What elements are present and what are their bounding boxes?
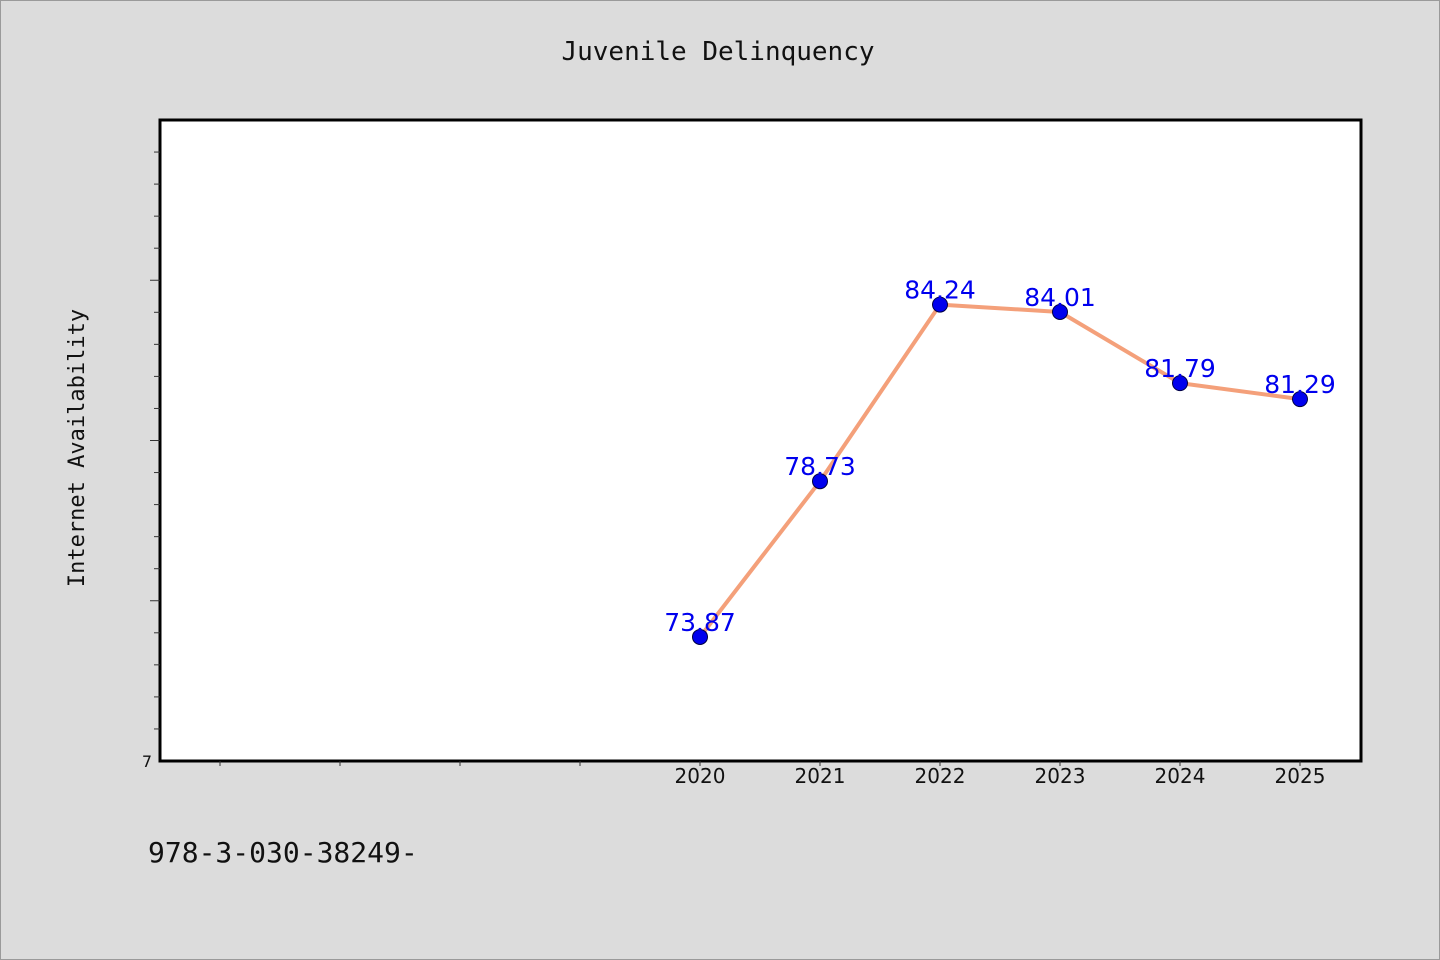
x-tick-label: 2022 (915, 764, 966, 788)
x-tick-label: 2023 (1035, 764, 1086, 788)
data-point (1292, 391, 1308, 408)
data-label-layer: 73.87 78.73 84.24 84.01 81.79 81.29 (664, 276, 1336, 637)
x-tick-label: 2025 (1275, 764, 1326, 788)
data-point (1172, 375, 1188, 392)
data-point (692, 628, 708, 645)
x-tick-label: 2024 (1155, 764, 1206, 788)
plot-area (158, 118, 1363, 763)
data-label: 73.87 (664, 608, 736, 637)
data-label: 78.73 (784, 452, 856, 481)
x-tick-label: 2020 (675, 764, 726, 788)
y-axis-label: Internet Availability (65, 309, 90, 587)
x-axis-ticks: 2020 2021 2022 2023 2024 2025 (219, 761, 1326, 788)
data-point (812, 473, 828, 490)
y-axis-ticks: 7 (142, 151, 160, 771)
series-line (698, 302, 1301, 639)
y-tick-label: 7 (142, 752, 152, 771)
x-tick-label: 2021 (795, 764, 846, 788)
footer-text: 978-3-030-38249- (148, 836, 418, 869)
data-label: 84.24 (904, 276, 976, 305)
series-layer (692, 296, 1308, 645)
data-point (932, 296, 948, 313)
data-label: 81.79 (1144, 354, 1216, 383)
data-label: 81.29 (1264, 370, 1336, 399)
chart-title: Juvenile Delinquency (561, 37, 874, 67)
data-label: 84.01 (1024, 283, 1096, 312)
data-point (1052, 303, 1068, 320)
